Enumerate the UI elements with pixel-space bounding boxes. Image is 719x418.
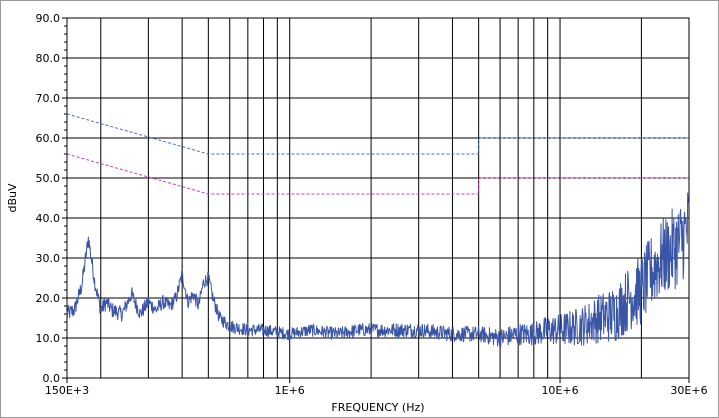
x-tick-label: 1E+6: [275, 384, 305, 397]
y-tick-label: 70.0: [36, 92, 61, 105]
series-layer: [66, 113, 690, 348]
y-tick-label: 10.0: [36, 332, 61, 345]
x-tick-label: 150E+3: [45, 384, 89, 397]
y-tick-labels: 0.0 10.0 20.0 30.0 40.0 50.0 60.0 70.0 80.0 90.0: [36, 12, 61, 385]
y-tick-label: 50.0: [36, 172, 61, 185]
x-tick-labels: 150E+3 1E+6 10E+6 30E+6: [45, 378, 708, 397]
measured-trace: [66, 192, 690, 348]
y-tick-label: 80.0: [36, 52, 61, 65]
plot-area: [66, 17, 690, 379]
y-tick-label: 0.0: [43, 372, 61, 385]
y-tick-label: 30.0: [36, 252, 61, 265]
y-axis-label: dBuV: [6, 183, 19, 213]
grid-lines: [67, 18, 689, 378]
x-tick-label: 10E+6: [541, 384, 578, 397]
y-tick-label: 40.0: [36, 212, 61, 225]
y-minor-ticks: [62, 17, 67, 379]
limit-line-upper: [66, 113, 689, 155]
x-axis-label: FREQUENCY (Hz): [331, 401, 424, 414]
x-tick-label: 30E+6: [670, 384, 707, 397]
y-tick-label: 90.0: [36, 12, 61, 25]
y-tick-label: 60.0: [36, 132, 61, 145]
limit-line-lower: [66, 153, 689, 195]
y-tick-label: 20.0: [36, 292, 61, 305]
